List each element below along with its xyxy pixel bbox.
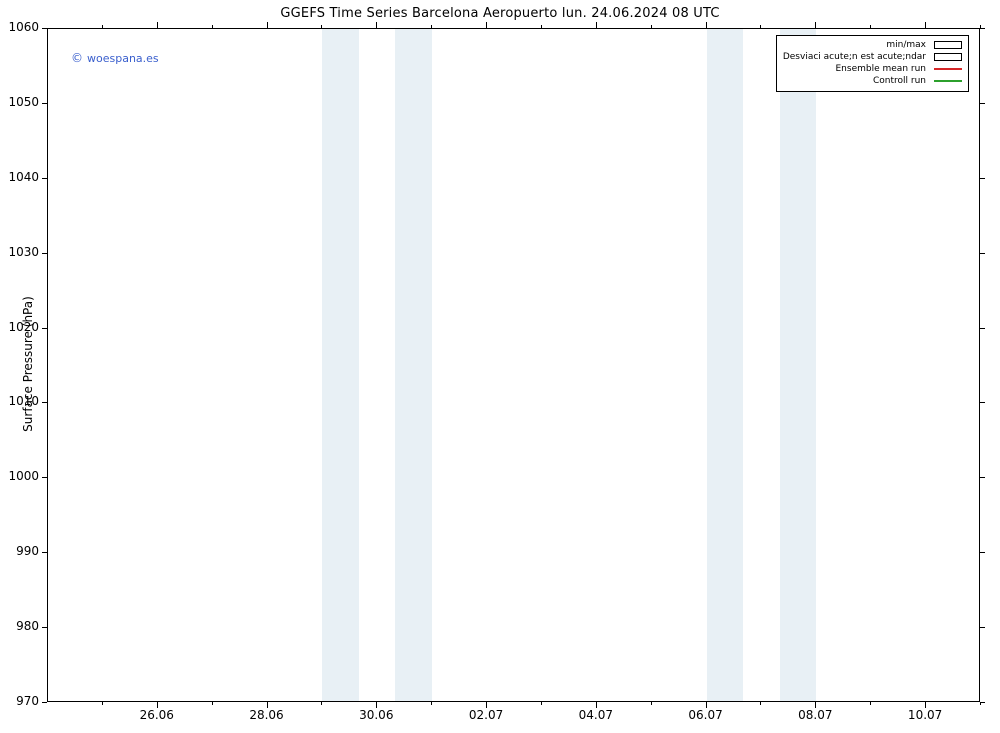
legend-label: min/max (886, 39, 926, 51)
title-text: GEFS Time Series Barcelona Aeropuerto lu… (291, 6, 720, 21)
x-minor-tick-mark (431, 702, 432, 705)
legend-item: min/max (783, 39, 962, 51)
y-tick-mark (42, 253, 47, 254)
x-tick-label: 26.06 (140, 708, 174, 722)
legend-swatch (934, 68, 962, 70)
legend-box: min/maxDesviaci acute;n est acute;ndarEn… (776, 35, 969, 92)
x-minor-tick-mark-top (870, 25, 871, 28)
y-tick-label: 1010 (0, 394, 39, 408)
plot-area: © woespana.es min/maxDesviaci acute;n es… (47, 28, 980, 702)
legend-label: Controll run (873, 75, 926, 87)
x-tick-label: 02.07 (469, 708, 503, 722)
attribution: © woespana.es (71, 51, 159, 65)
x-tick-label: 08.07 (798, 708, 832, 722)
x-minor-tick-mark-top (321, 25, 322, 28)
x-minor-tick-mark-top (760, 25, 761, 28)
x-tick-mark-top (815, 22, 816, 28)
y-tick-mark (42, 627, 47, 628)
attribution-text: woespana.es (87, 52, 159, 65)
y-tick-mark (42, 328, 47, 329)
weekend-band (707, 29, 744, 701)
y-tick-mark-right (980, 477, 985, 478)
y-tick-mark (42, 552, 47, 553)
x-tick-mark (376, 702, 377, 708)
x-tick-label: 28.06 (249, 708, 283, 722)
x-tick-mark-top (157, 22, 158, 28)
legend-item: Controll run (783, 75, 962, 87)
weekend-band (780, 29, 817, 701)
x-minor-tick-mark (760, 702, 761, 705)
x-minor-tick-mark-top (212, 25, 213, 28)
y-tick-label: 1020 (0, 320, 39, 334)
y-tick-mark (42, 178, 47, 179)
x-tick-mark-top (706, 22, 707, 28)
x-minor-tick-mark (651, 702, 652, 705)
y-axis-label: Surface Pressure (hPa) (21, 284, 35, 444)
y-tick-mark (42, 103, 47, 104)
x-tick-label: 10.07 (908, 708, 942, 722)
x-tick-label: 04.07 (579, 708, 613, 722)
x-minor-tick-mark (870, 702, 871, 705)
x-minor-tick-mark (541, 702, 542, 705)
y-tick-mark-right (980, 28, 985, 29)
x-tick-mark (157, 702, 158, 708)
x-minor-tick-mark-top (651, 25, 652, 28)
y-tick-mark-right (980, 552, 985, 553)
y-tick-mark-right (980, 328, 985, 329)
y-tick-mark-right (980, 402, 985, 403)
x-tick-label: 30.06 (359, 708, 393, 722)
y-tick-mark-right (980, 103, 985, 104)
x-tick-mark-top (267, 22, 268, 28)
y-tick-label: 980 (0, 619, 39, 633)
x-tick-mark-top (596, 22, 597, 28)
x-minor-tick-mark-top (102, 25, 103, 28)
y-tick-label: 1050 (0, 95, 39, 109)
legend-swatch (934, 80, 962, 82)
x-tick-mark-top (925, 22, 926, 28)
x-tick-mark-top (486, 22, 487, 28)
x-minor-tick-mark-top (541, 25, 542, 28)
y-tick-label: 1040 (0, 170, 39, 184)
x-minor-tick-mark (321, 702, 322, 705)
y-tick-label: 1000 (0, 469, 39, 483)
y-tick-mark (42, 477, 47, 478)
y-tick-mark (42, 402, 47, 403)
y-tick-mark-right (980, 178, 985, 179)
y-tick-label: 990 (0, 544, 39, 558)
y-tick-mark-right (980, 627, 985, 628)
legend-label: Ensemble mean run (836, 63, 927, 75)
weekend-band (395, 29, 432, 701)
weekend-band (322, 29, 359, 701)
legend-swatch (934, 41, 962, 49)
y-tick-mark-right (980, 253, 985, 254)
x-tick-mark (925, 702, 926, 708)
x-tick-mark (706, 702, 707, 708)
y-tick-mark (42, 28, 47, 29)
y-tick-label: 970 (0, 694, 39, 708)
weekend-band (359, 29, 395, 701)
x-tick-mark-top (376, 22, 377, 28)
x-minor-tick-mark-top (431, 25, 432, 28)
legend-item: Ensemble mean run (783, 63, 962, 75)
weekend-band (743, 29, 779, 701)
legend-label: Desviaci acute;n est acute;ndar (783, 51, 926, 63)
chart-container: GGEFS Time Series Barcelona Aeropuerto l… (0, 0, 1000, 733)
title-prefix: G (280, 6, 290, 21)
x-tick-mark (596, 702, 597, 708)
y-tick-label: 1060 (0, 20, 39, 34)
legend-swatch (934, 53, 962, 61)
chart-title: GGEFS Time Series Barcelona Aeropuerto l… (0, 6, 1000, 21)
x-minor-tick-mark (102, 702, 103, 705)
x-tick-mark (267, 702, 268, 708)
x-tick-label: 06.07 (688, 708, 722, 722)
x-minor-tick-mark-top (980, 25, 981, 28)
x-minor-tick-mark (212, 702, 213, 705)
x-tick-mark (815, 702, 816, 708)
y-tick-label: 1030 (0, 245, 39, 259)
copyright-symbol: © (71, 51, 83, 65)
legend-item: Desviaci acute;n est acute;ndar (783, 51, 962, 63)
x-tick-mark (486, 702, 487, 708)
y-tick-mark (42, 702, 47, 703)
x-minor-tick-mark (980, 702, 981, 705)
